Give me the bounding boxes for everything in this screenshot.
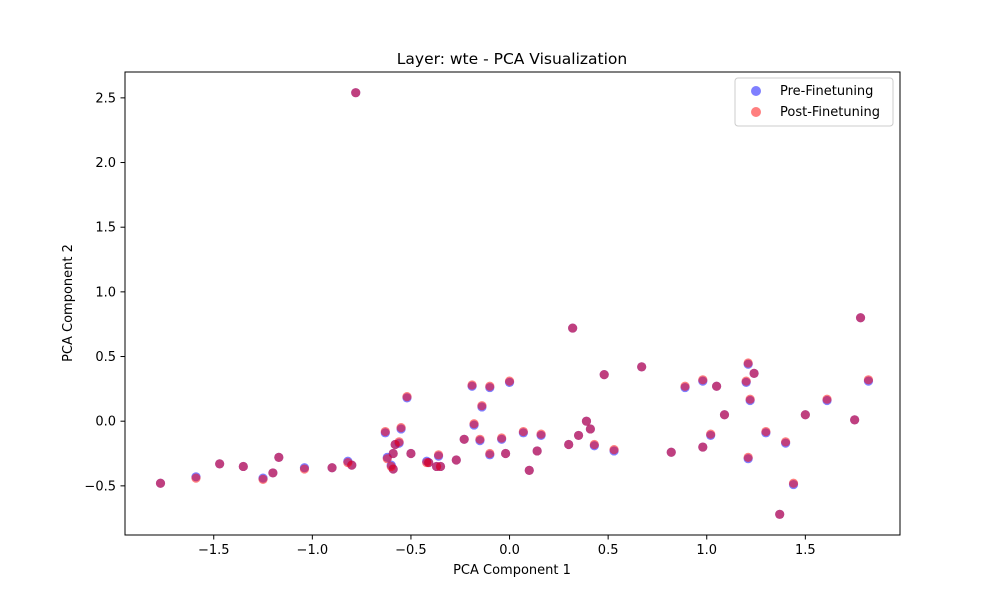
points-layer [155, 88, 874, 519]
data-point-post-finetuning [564, 439, 574, 450]
data-point-post-finetuning [402, 392, 412, 402]
data-point-post-finetuning [800, 410, 810, 420]
y-axis-title: PCA Component 2 [61, 244, 76, 362]
x-tick-label: −1.0 [297, 543, 329, 558]
x-tick-label: 0.0 [499, 543, 520, 558]
chart-title: Layer: wte - PCA Visualization [397, 50, 627, 68]
data-point-post-finetuning [589, 439, 599, 450]
data-point-post-finetuning [424, 457, 434, 468]
x-tick-label: 0.5 [598, 543, 619, 558]
y-tick-label: −0.5 [84, 479, 116, 494]
y-tick-label: 0.5 [95, 350, 116, 365]
data-point-post-finetuning [258, 474, 268, 484]
data-point-post-finetuning [475, 434, 485, 444]
data-point-post-finetuning [504, 376, 515, 386]
data-point-post-finetuning [477, 401, 487, 411]
data-point-post-finetuning [788, 478, 799, 488]
data-point-post-finetuning [850, 415, 860, 425]
data-point-post-finetuning [394, 437, 404, 447]
data-point-post-finetuning [469, 419, 479, 429]
data-point-post-finetuning [698, 442, 708, 452]
data-point-post-finetuning [518, 426, 528, 437]
data-point-post-finetuning [191, 473, 201, 483]
data-point-post-finetuning [680, 381, 690, 391]
data-point-post-finetuning [459, 434, 469, 444]
x-tick-label: −0.5 [395, 543, 427, 558]
plot-frame [124, 71, 901, 536]
y-axis: −0.5 0.0 0.5 1.0 1.5 2.0 2.5 [84, 91, 125, 494]
data-point-post-finetuning [485, 381, 495, 391]
data-point-post-finetuning [299, 464, 310, 474]
data-point-post-finetuning [238, 461, 248, 472]
data-point-post-finetuning [822, 394, 832, 404]
data-point-post-finetuning [698, 375, 708, 385]
x-tick-label: 1.5 [795, 543, 816, 558]
y-tick-label: 2.0 [95, 156, 116, 171]
data-point-post-finetuning [761, 426, 771, 437]
data-point-post-finetuning [155, 478, 166, 488]
data-point-post-finetuning [396, 423, 406, 433]
data-point-post-finetuning [609, 445, 619, 455]
data-point-post-finetuning [863, 375, 874, 385]
data-point-post-finetuning [268, 468, 278, 478]
data-point-post-finetuning [215, 459, 225, 469]
data-point-post-finetuning [568, 323, 578, 333]
y-tick-label: 0.0 [95, 415, 116, 430]
y-tick-label: 1.5 [95, 221, 116, 236]
data-point-post-finetuning [745, 394, 755, 404]
x-axis: −1.5 −1.0 −0.5 0.0 0.5 1.0 1.5 [198, 535, 816, 558]
data-point-post-finetuning [524, 465, 534, 475]
y-tick-label: 1.0 [95, 285, 116, 300]
data-point-post-finetuning [485, 448, 495, 459]
data-point-post-finetuning [637, 362, 647, 372]
data-point-post-finetuning [743, 358, 753, 368]
legend-marker-post-finetuning [751, 107, 761, 117]
legend-label-post-finetuning: Post-Finetuning [780, 105, 880, 120]
legend-frame [734, 77, 894, 127]
legend-label-pre-finetuning: Pre-Finetuning [780, 84, 873, 99]
data-point-post-finetuning [536, 429, 546, 439]
data-point-post-finetuning [775, 509, 785, 519]
data-point-post-finetuning [532, 446, 542, 456]
data-point-post-finetuning [581, 416, 592, 426]
data-point-post-finetuning [435, 461, 446, 472]
x-tick-label: −1.5 [198, 543, 230, 558]
legend-marker-pre-finetuning [751, 86, 761, 96]
data-point-post-finetuning [741, 376, 751, 386]
y-tick-label: 2.5 [95, 91, 116, 106]
data-point-post-finetuning [467, 380, 477, 390]
data-point-post-finetuning [781, 437, 791, 447]
data-point-post-finetuning [501, 448, 511, 459]
data-point-post-finetuning [719, 410, 730, 420]
data-point-post-finetuning [380, 426, 390, 437]
data-point-post-finetuning [573, 430, 584, 441]
data-point-post-finetuning [706, 429, 716, 439]
data-point-post-finetuning [497, 433, 507, 443]
data-point-post-finetuning [382, 454, 392, 464]
data-point-post-finetuning [388, 464, 398, 474]
data-point-post-finetuning [451, 455, 461, 465]
data-point-post-finetuning [599, 370, 609, 380]
data-point-post-finetuning [743, 452, 753, 462]
legend: Pre-Finetuning Post-Finetuning [734, 77, 894, 127]
data-point-post-finetuning [274, 452, 284, 462]
data-point-post-finetuning [327, 463, 337, 473]
data-point-post-finetuning [351, 88, 361, 98]
data-point-post-finetuning [749, 368, 759, 378]
data-point-post-finetuning [347, 460, 357, 470]
data-point-post-finetuning [406, 448, 416, 459]
data-point-post-finetuning [585, 424, 595, 434]
x-tick-label: 1.0 [696, 543, 717, 558]
data-point-post-finetuning [433, 450, 444, 460]
data-point-post-finetuning [855, 313, 866, 323]
data-point-post-finetuning [388, 448, 398, 459]
data-point-post-finetuning [666, 447, 676, 457]
data-point-post-finetuning [712, 381, 722, 391]
x-axis-title: PCA Component 1 [453, 563, 571, 578]
